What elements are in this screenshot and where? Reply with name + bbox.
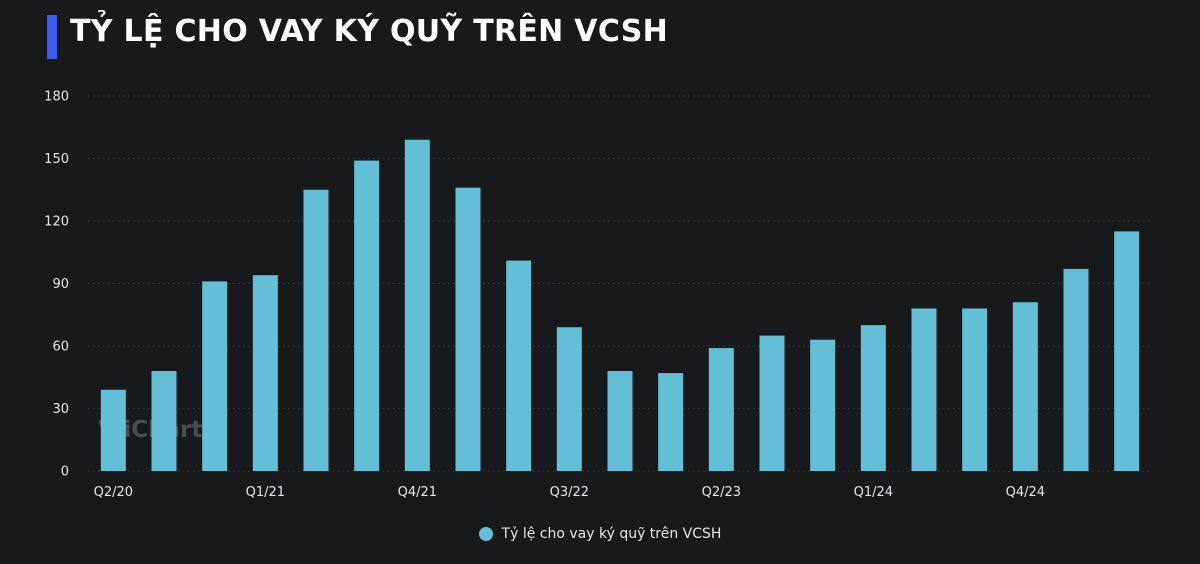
y-tick-label: 180	[44, 90, 69, 105]
bar-Q2-25[interactable]	[1114, 231, 1140, 471]
bar-Q3-23[interactable]	[759, 335, 785, 471]
bar-Q4-22[interactable]	[607, 371, 633, 471]
bar-Q2-20[interactable]	[100, 389, 126, 471]
bar-Q4-20[interactable]	[202, 281, 228, 471]
bar-Q4-23[interactable]	[810, 339, 836, 471]
x-tick-label: Q2/20	[94, 485, 133, 500]
bar-Q2-23[interactable]	[708, 348, 734, 471]
bar-Q1-22[interactable]	[455, 187, 481, 471]
bar-Q4-21[interactable]	[404, 139, 430, 471]
x-tick-label: Q2/23	[702, 485, 741, 500]
bar-Q2-24[interactable]	[911, 308, 937, 472]
bar-Q3-21[interactable]	[354, 160, 380, 472]
bar-Q1-25[interactable]	[1063, 268, 1089, 471]
chart-title: TỶ LỆ CHO VAY KÝ QUỸ TRÊN VCSH	[70, 14, 669, 49]
y-tick-label: 60	[52, 340, 69, 355]
y-axis-ticks: 0 30 60 90 120 150 180	[44, 90, 69, 480]
bar-Q3-24[interactable]	[962, 308, 988, 472]
title-accent-bar	[47, 15, 57, 59]
bar-Q1-23[interactable]	[658, 373, 684, 471]
x-tick-label: Q4/24	[1006, 485, 1045, 500]
x-tick-label: Q4/21	[398, 485, 437, 500]
bars	[100, 139, 1140, 472]
bar-Q2-22[interactable]	[506, 260, 532, 471]
x-tick-label: Q1/24	[854, 485, 893, 500]
legend-label: Tỷ lệ cho vay ký quỹ trên VCSH	[501, 526, 722, 542]
bar-Q1-24[interactable]	[860, 325, 886, 471]
bar-Q3-22[interactable]	[556, 327, 582, 471]
y-tick-label: 30	[52, 402, 69, 417]
bar-Q4-24[interactable]	[1012, 302, 1038, 471]
y-tick-label: 90	[52, 277, 69, 292]
bar-Q3-20[interactable]	[151, 371, 177, 471]
legend[interactable]: Tỷ lệ cho vay ký quỹ trên VCSH	[0, 526, 1200, 542]
x-axis-ticks: Q2/20 Q1/21 Q4/21 Q3/22 Q2/23 Q1/24 Q4/24	[94, 485, 1045, 500]
bar-Q2-21[interactable]	[303, 189, 329, 471]
x-tick-label: Q1/21	[246, 485, 285, 500]
y-tick-label: 120	[44, 215, 69, 230]
bar-Q1-21[interactable]	[252, 275, 278, 471]
y-tick-label: 150	[44, 152, 69, 167]
legend-marker	[478, 527, 493, 541]
x-tick-label: Q3/22	[550, 485, 589, 500]
y-tick-label: 0	[61, 465, 69, 480]
